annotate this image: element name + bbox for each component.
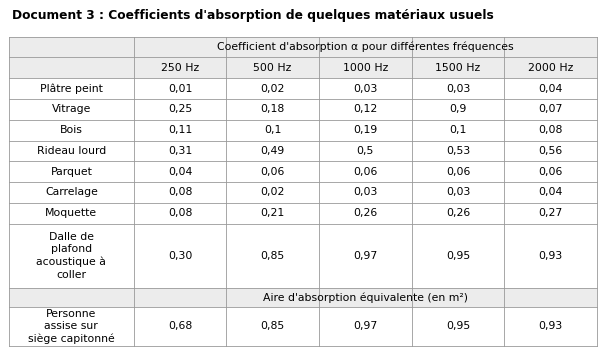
Text: 0,68: 0,68 — [168, 321, 192, 332]
Bar — [9, 99, 597, 120]
Text: 0,03: 0,03 — [353, 187, 377, 198]
Text: 0,97: 0,97 — [353, 251, 377, 261]
Text: Dalle de
plafond
acoustique à
coller: Dalle de plafond acoustique à coller — [37, 232, 106, 280]
Text: 0,03: 0,03 — [446, 83, 470, 94]
Text: 2000 Hz: 2000 Hz — [528, 63, 574, 73]
Text: Coefficient d'absorption α pour différentes fréquences: Coefficient d'absorption α pour différen… — [217, 42, 514, 52]
Bar — [9, 58, 597, 78]
Text: 0,12: 0,12 — [353, 104, 377, 114]
Bar — [9, 288, 597, 307]
Text: 0,03: 0,03 — [446, 187, 470, 198]
Text: 0,56: 0,56 — [539, 146, 563, 156]
Text: 0,25: 0,25 — [168, 104, 192, 114]
Text: Vitrage: Vitrage — [52, 104, 91, 114]
Bar — [9, 307, 597, 346]
Text: 0,93: 0,93 — [539, 251, 563, 261]
Text: Carrelage: Carrelage — [45, 187, 98, 198]
Text: 0,19: 0,19 — [353, 125, 377, 135]
Text: Document 3 : Coefficients d'absorption de quelques matériaux usuels: Document 3 : Coefficients d'absorption d… — [12, 9, 494, 22]
Text: Bois: Bois — [60, 125, 83, 135]
Text: 0,04: 0,04 — [538, 187, 563, 198]
Text: 0,01: 0,01 — [168, 83, 192, 94]
Text: 500 Hz: 500 Hz — [253, 63, 292, 73]
Text: 0,97: 0,97 — [353, 321, 377, 332]
Text: 0,06: 0,06 — [446, 167, 470, 177]
Text: Personne
assise sur
siège capitonné: Personne assise sur siège capitonné — [28, 309, 115, 344]
Text: 0,03: 0,03 — [353, 83, 377, 94]
Text: Parquet: Parquet — [50, 167, 92, 177]
Text: 0,85: 0,85 — [260, 321, 285, 332]
Bar — [9, 78, 597, 99]
Text: 0,26: 0,26 — [446, 208, 470, 218]
Text: 0,21: 0,21 — [260, 208, 285, 218]
Text: 0,95: 0,95 — [446, 251, 470, 261]
Text: Aire d'absorption équivalente (en m²): Aire d'absorption équivalente (en m²) — [263, 292, 468, 303]
Text: 0,11: 0,11 — [168, 125, 192, 135]
Text: 0,26: 0,26 — [353, 208, 377, 218]
Text: 0,5: 0,5 — [356, 146, 374, 156]
Text: 0,06: 0,06 — [538, 167, 563, 177]
Text: 0,06: 0,06 — [260, 167, 285, 177]
Text: 1000 Hz: 1000 Hz — [343, 63, 388, 73]
Text: 0,49: 0,49 — [260, 146, 285, 156]
Text: Plâtre peint: Plâtre peint — [40, 83, 103, 94]
Text: 0,06: 0,06 — [353, 167, 377, 177]
Text: 0,95: 0,95 — [446, 321, 470, 332]
Text: 0,30: 0,30 — [168, 251, 192, 261]
Text: 0,04: 0,04 — [168, 167, 192, 177]
Text: Rideau lourd: Rideau lourd — [37, 146, 106, 156]
Text: 0,1: 0,1 — [449, 125, 467, 135]
Text: 0,1: 0,1 — [264, 125, 281, 135]
Text: 0,93: 0,93 — [539, 321, 563, 332]
Text: 0,53: 0,53 — [446, 146, 470, 156]
Bar — [9, 120, 597, 141]
Bar — [9, 224, 597, 288]
Text: Moquette: Moquette — [45, 208, 97, 218]
Text: 0,9: 0,9 — [449, 104, 467, 114]
Text: 0,02: 0,02 — [260, 83, 285, 94]
Text: 0,27: 0,27 — [539, 208, 563, 218]
Text: 0,08: 0,08 — [538, 125, 563, 135]
Text: 0,85: 0,85 — [260, 251, 285, 261]
Text: 250 Hz: 250 Hz — [161, 63, 199, 73]
Bar — [9, 203, 597, 224]
Text: 0,02: 0,02 — [260, 187, 285, 198]
Bar — [9, 141, 597, 161]
Text: 0,04: 0,04 — [538, 83, 563, 94]
Text: 0,18: 0,18 — [260, 104, 285, 114]
Text: 0,07: 0,07 — [538, 104, 563, 114]
Bar — [9, 161, 597, 182]
Text: 1500 Hz: 1500 Hz — [436, 63, 481, 73]
Text: 0,08: 0,08 — [168, 208, 192, 218]
Bar — [9, 182, 597, 203]
Text: 0,08: 0,08 — [168, 187, 192, 198]
Bar — [9, 37, 597, 58]
Text: 0,31: 0,31 — [168, 146, 192, 156]
